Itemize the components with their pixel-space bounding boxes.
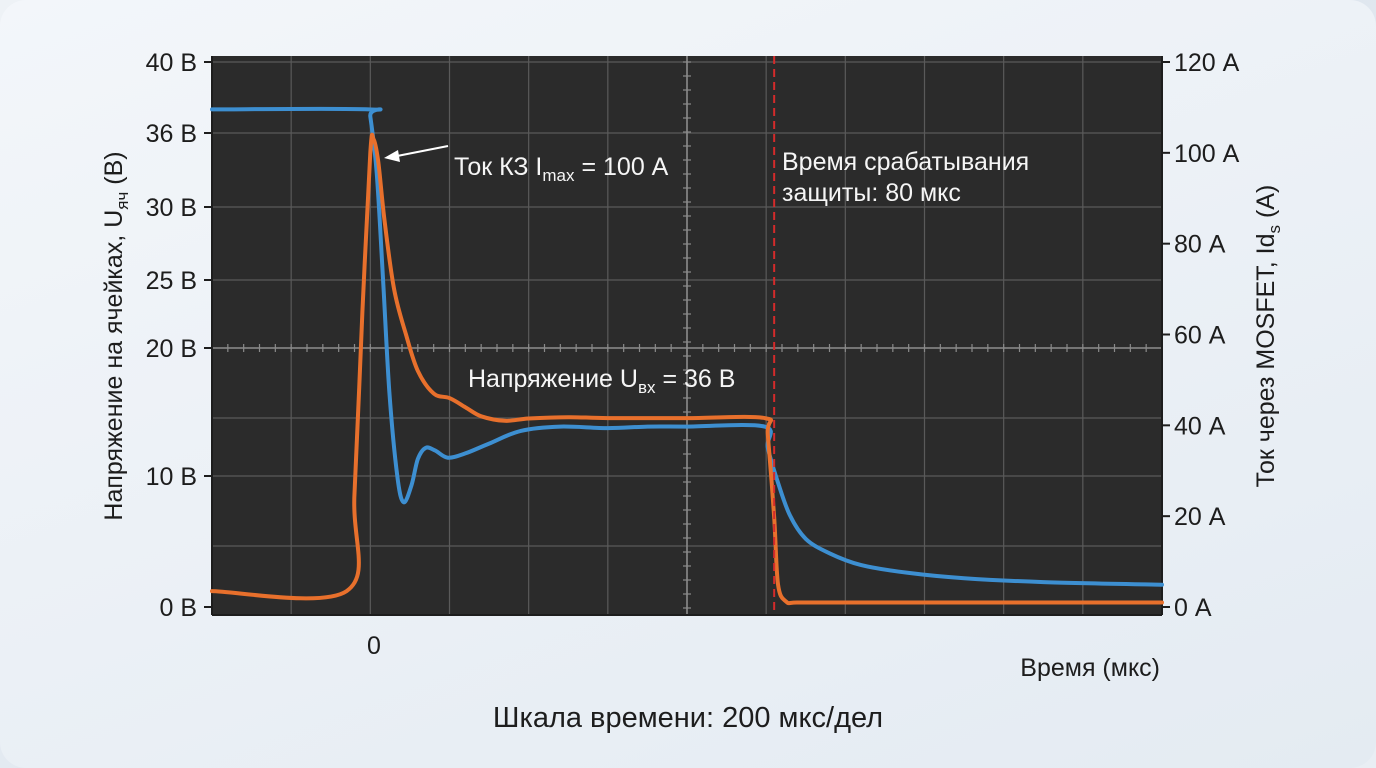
left-tick-label: 36 В (146, 120, 197, 148)
short-circuit-arrowhead (384, 150, 400, 162)
left-tick-label: 40 В (146, 49, 197, 77)
left-axis-title: Напряжение на ячейках, Uяч (В) (100, 151, 132, 520)
right-tick-label: 0 А (1174, 594, 1212, 622)
left-tick-label: 10 В (146, 463, 197, 491)
grid (211, 56, 1162, 615)
voltage-series-line (210, 106, 1164, 587)
short-circuit-arrow (391, 145, 449, 158)
right-tick-label: 20 А (1174, 503, 1226, 531)
right-tick-label: 100 А (1174, 140, 1240, 168)
short-circuit-annotation: Ток КЗ Imax = 100 А (454, 153, 669, 185)
right-y-axis: 120 А 100 А 80 А 60 А 40 А 20 А 0 А (1162, 49, 1240, 622)
protection-annotation-line2: защиты: 80 мкс (782, 179, 961, 207)
input-voltage-annotation: Напряжение Uвх = 36 В (468, 365, 735, 397)
left-tick-label: 25 В (146, 267, 197, 295)
series-group (210, 106, 1164, 606)
right-tick-label: 120 А (1174, 49, 1240, 77)
right-tick-label: 60 А (1174, 322, 1226, 350)
current-series-line (210, 132, 1164, 606)
x-axis-title: Время (мкс) (1020, 654, 1160, 682)
right-tick-label: 40 А (1174, 412, 1226, 440)
right-axis-title: Ток через MOSFET, Ids (А) (1252, 185, 1284, 488)
protection-annotation-line1: Время срабатывания (782, 148, 1029, 176)
right-tick-label: 80 А (1174, 231, 1226, 259)
x-tick-label-zero: 0 (367, 632, 381, 660)
time-scale-caption: Шкала времени: 200 мкс/дел (493, 702, 883, 734)
left-tick-label: 0 В (159, 594, 197, 622)
left-tick-label: 20 В (146, 335, 197, 363)
left-tick-label: 30 В (146, 194, 197, 222)
left-y-axis: 40 В 36 В 30 В 25 В 20 В 10 В 0 В (146, 49, 212, 622)
